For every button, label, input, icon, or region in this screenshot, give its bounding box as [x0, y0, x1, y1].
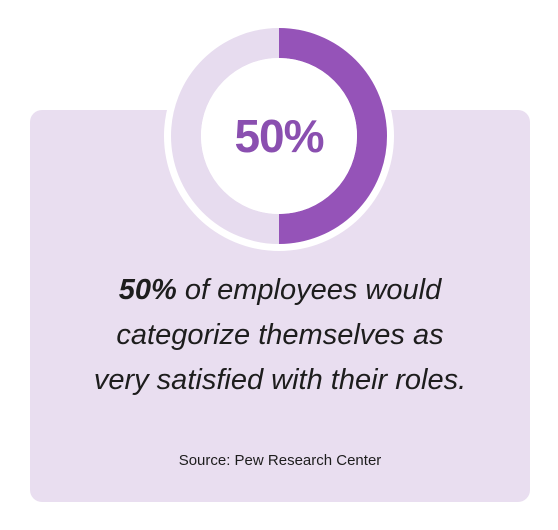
statement-text: 50% of employees would categorize themse… — [30, 268, 530, 403]
statement-line-1-rest: of employees would — [176, 274, 442, 306]
donut-center — [201, 58, 357, 214]
donut-svg: 50% — [164, 21, 394, 251]
statement-line-3: very satisfied with their roles. — [93, 364, 467, 396]
donut-chart: 50% — [163, 20, 395, 252]
statement-line-1: 50% of employees would — [30, 268, 530, 313]
donut-center-label: 50% — [234, 110, 323, 162]
source-caption: Source: Pew Research Center — [178, 452, 382, 469]
statement-line-2: categorize themselves as — [116, 319, 444, 351]
donut-slice-highlight — [278, 28, 387, 244]
statement-highlight: 50% — [118, 274, 177, 306]
